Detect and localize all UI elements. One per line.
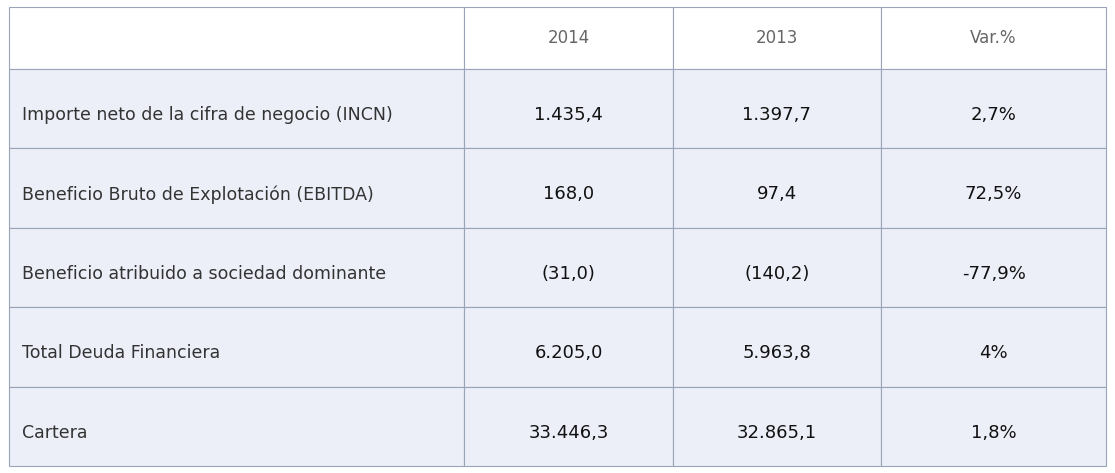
Bar [9,149,464,228]
Text: Cartera: Cartera [22,423,88,442]
Text: (140,2): (140,2) [744,265,809,283]
Text: 2013: 2013 [756,29,798,47]
Text: 4%: 4% [979,344,1008,362]
Bar [9,7,464,69]
Bar [9,69,464,149]
Text: 1.435,4: 1.435,4 [534,106,603,124]
Text: 33.446,3: 33.446,3 [529,423,609,442]
Bar [881,228,1106,307]
Text: Importe neto de la cifra de negocio (INCN): Importe neto de la cifra de negocio (INC… [22,106,394,124]
Bar [672,7,881,69]
Text: 1,8%: 1,8% [971,423,1017,442]
Bar [9,307,464,386]
Text: (31,0): (31,0) [542,265,595,283]
Bar [672,69,881,149]
Bar [464,149,672,228]
Bar [881,7,1106,69]
Bar [672,386,881,466]
Bar [464,7,672,69]
Text: Beneficio Bruto de Explotación (EBITDA): Beneficio Bruto de Explotación (EBITDA) [22,185,374,204]
Bar [881,307,1106,386]
Bar [881,386,1106,466]
Bar [464,386,672,466]
Bar [464,228,672,307]
Text: 32.865,1: 32.865,1 [737,423,817,442]
Text: 72,5%: 72,5% [964,185,1022,203]
Text: 6.205,0: 6.205,0 [534,344,603,362]
Bar [9,228,464,307]
Bar [881,69,1106,149]
Text: -77,9%: -77,9% [961,265,1026,283]
Text: 2014: 2014 [547,29,590,47]
Text: 97,4: 97,4 [757,185,797,203]
Text: Var.%: Var.% [970,29,1017,47]
Text: Beneficio atribuido a sociedad dominante: Beneficio atribuido a sociedad dominante [22,265,387,283]
Bar [672,307,881,386]
Bar [9,386,464,466]
Bar [672,149,881,228]
Bar [672,228,881,307]
Text: 168,0: 168,0 [543,185,594,203]
Text: 2,7%: 2,7% [971,106,1017,124]
Text: Total Deuda Financiera: Total Deuda Financiera [22,344,221,362]
Text: 1.397,7: 1.397,7 [743,106,812,124]
Bar [881,149,1106,228]
Bar [464,69,672,149]
Text: 5.963,8: 5.963,8 [743,344,812,362]
Bar [464,307,672,386]
